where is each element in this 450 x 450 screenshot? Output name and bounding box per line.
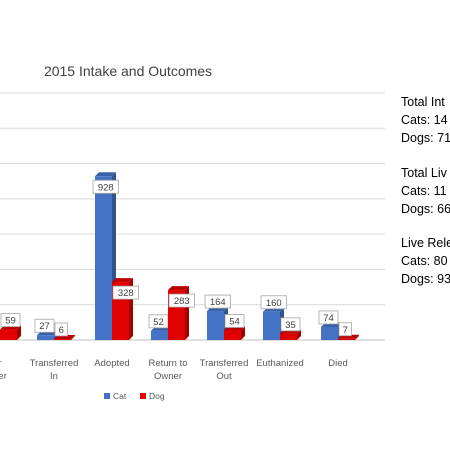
category-label: Out	[216, 371, 232, 382]
data-label: 74	[318, 310, 339, 325]
bar-side	[355, 334, 359, 340]
data-label-text: 59	[5, 316, 16, 327]
bar-front	[37, 335, 54, 340]
data-label: 35	[280, 317, 301, 332]
data-label-text: 6	[59, 325, 64, 336]
total-live-dogs: Dogs: 66	[401, 202, 450, 216]
bar-front	[54, 338, 71, 340]
data-label: 52	[148, 314, 169, 329]
live-release-dogs: Dogs: 93	[401, 272, 450, 286]
data-label-text: 283	[174, 296, 190, 307]
total-intake-heading: Total Int	[401, 95, 445, 109]
data-label-box	[280, 317, 301, 332]
data-label: 283	[168, 293, 195, 308]
data-label: 928	[92, 179, 119, 194]
data-label-box	[224, 314, 245, 328]
data-label-box	[112, 285, 139, 300]
data-label: 7	[338, 322, 352, 337]
category-label: r	[0, 358, 2, 369]
dog-bar	[280, 329, 301, 340]
data-label-box	[260, 295, 287, 310]
bar-front	[151, 330, 168, 340]
data-label-text: 74	[323, 313, 334, 324]
total-live-block: Total Liv Cats: 11 Dogs: 66	[401, 164, 450, 218]
bar-side	[17, 325, 21, 340]
gridlines	[0, 92, 385, 341]
data-label: 59	[0, 313, 21, 327]
legend-swatch-dog	[140, 393, 146, 399]
bar-front	[263, 311, 280, 340]
data-label: 164	[204, 294, 231, 309]
data-label-box	[204, 294, 231, 309]
bar-front	[0, 329, 17, 340]
data-label-text: 54	[229, 316, 240, 327]
live-release-block: Live Rele Cats: 80 Dogs: 93	[401, 234, 450, 288]
data-label: 160	[260, 295, 287, 310]
legend-label-dog: Dog	[149, 391, 165, 401]
data-label-text: 35	[285, 320, 296, 331]
data-label-box	[54, 322, 68, 337]
data-label-text: 160	[266, 298, 282, 309]
bar-front	[224, 330, 241, 340]
category-label: ner	[0, 371, 7, 382]
legend-swatch-cat	[104, 393, 110, 399]
data-label-text: 27	[39, 321, 50, 332]
bar-front	[338, 338, 355, 340]
data-label-text: 7	[343, 325, 348, 336]
bar-side	[71, 334, 75, 340]
live-release-cats: Cats: 80	[401, 254, 448, 268]
chart-title: 2015 Intake and Outcomes	[44, 63, 212, 79]
category-label: Owner	[154, 371, 182, 382]
data-label: 27	[34, 318, 55, 333]
category-label: Died	[328, 358, 348, 369]
data-label-text: 164	[210, 297, 226, 308]
bar-front	[280, 333, 297, 340]
total-intake-dogs: Dogs: 71	[401, 131, 450, 145]
total-intake-block: Total Int Cats: 14 Dogs: 71	[401, 93, 450, 147]
bar-side	[297, 329, 301, 340]
data-label-text: 928	[98, 182, 114, 193]
total-intake-cats: Cats: 14	[401, 113, 448, 127]
category-label: Transferred	[200, 358, 249, 369]
category-label: Euthanized	[256, 358, 304, 369]
bar-top	[112, 278, 133, 283]
bar-top	[168, 286, 189, 291]
data-label: 328	[112, 285, 139, 300]
data-label-box	[338, 322, 352, 337]
data-label-box	[92, 179, 119, 194]
data-label-box	[0, 313, 21, 327]
bar-front	[207, 311, 224, 340]
category-label: Adopted	[94, 358, 129, 369]
category-label: In	[50, 371, 58, 382]
legend: Cat Dog	[104, 391, 165, 401]
dog-bar	[0, 325, 21, 340]
category-label: Transferred	[30, 358, 79, 369]
legend-label-cat: Cat	[113, 391, 127, 401]
data-label-box	[34, 318, 55, 333]
bar-front	[95, 176, 112, 340]
data-label: 54	[224, 314, 245, 328]
category-label: Return to	[148, 358, 187, 369]
dog-bar	[224, 326, 245, 340]
bar-top	[95, 172, 116, 177]
bars: 27 928 52 164 160 74 59 6 328 283 54 35 7	[0, 172, 359, 340]
bar-side	[241, 326, 245, 340]
total-live-cats: Cats: 11	[401, 184, 447, 198]
data-label-text: 328	[118, 288, 134, 299]
bar-front	[321, 326, 338, 340]
data-label-box	[318, 310, 339, 325]
data-label-box	[168, 293, 195, 308]
total-live-heading: Total Liv	[401, 166, 447, 180]
data-label: 6	[54, 322, 68, 337]
data-label-text: 52	[153, 317, 164, 328]
category-labels: r ner Transferred In Adopted Return to Owner Tr…	[0, 358, 348, 382]
live-release-heading: Live Rele	[401, 236, 450, 250]
